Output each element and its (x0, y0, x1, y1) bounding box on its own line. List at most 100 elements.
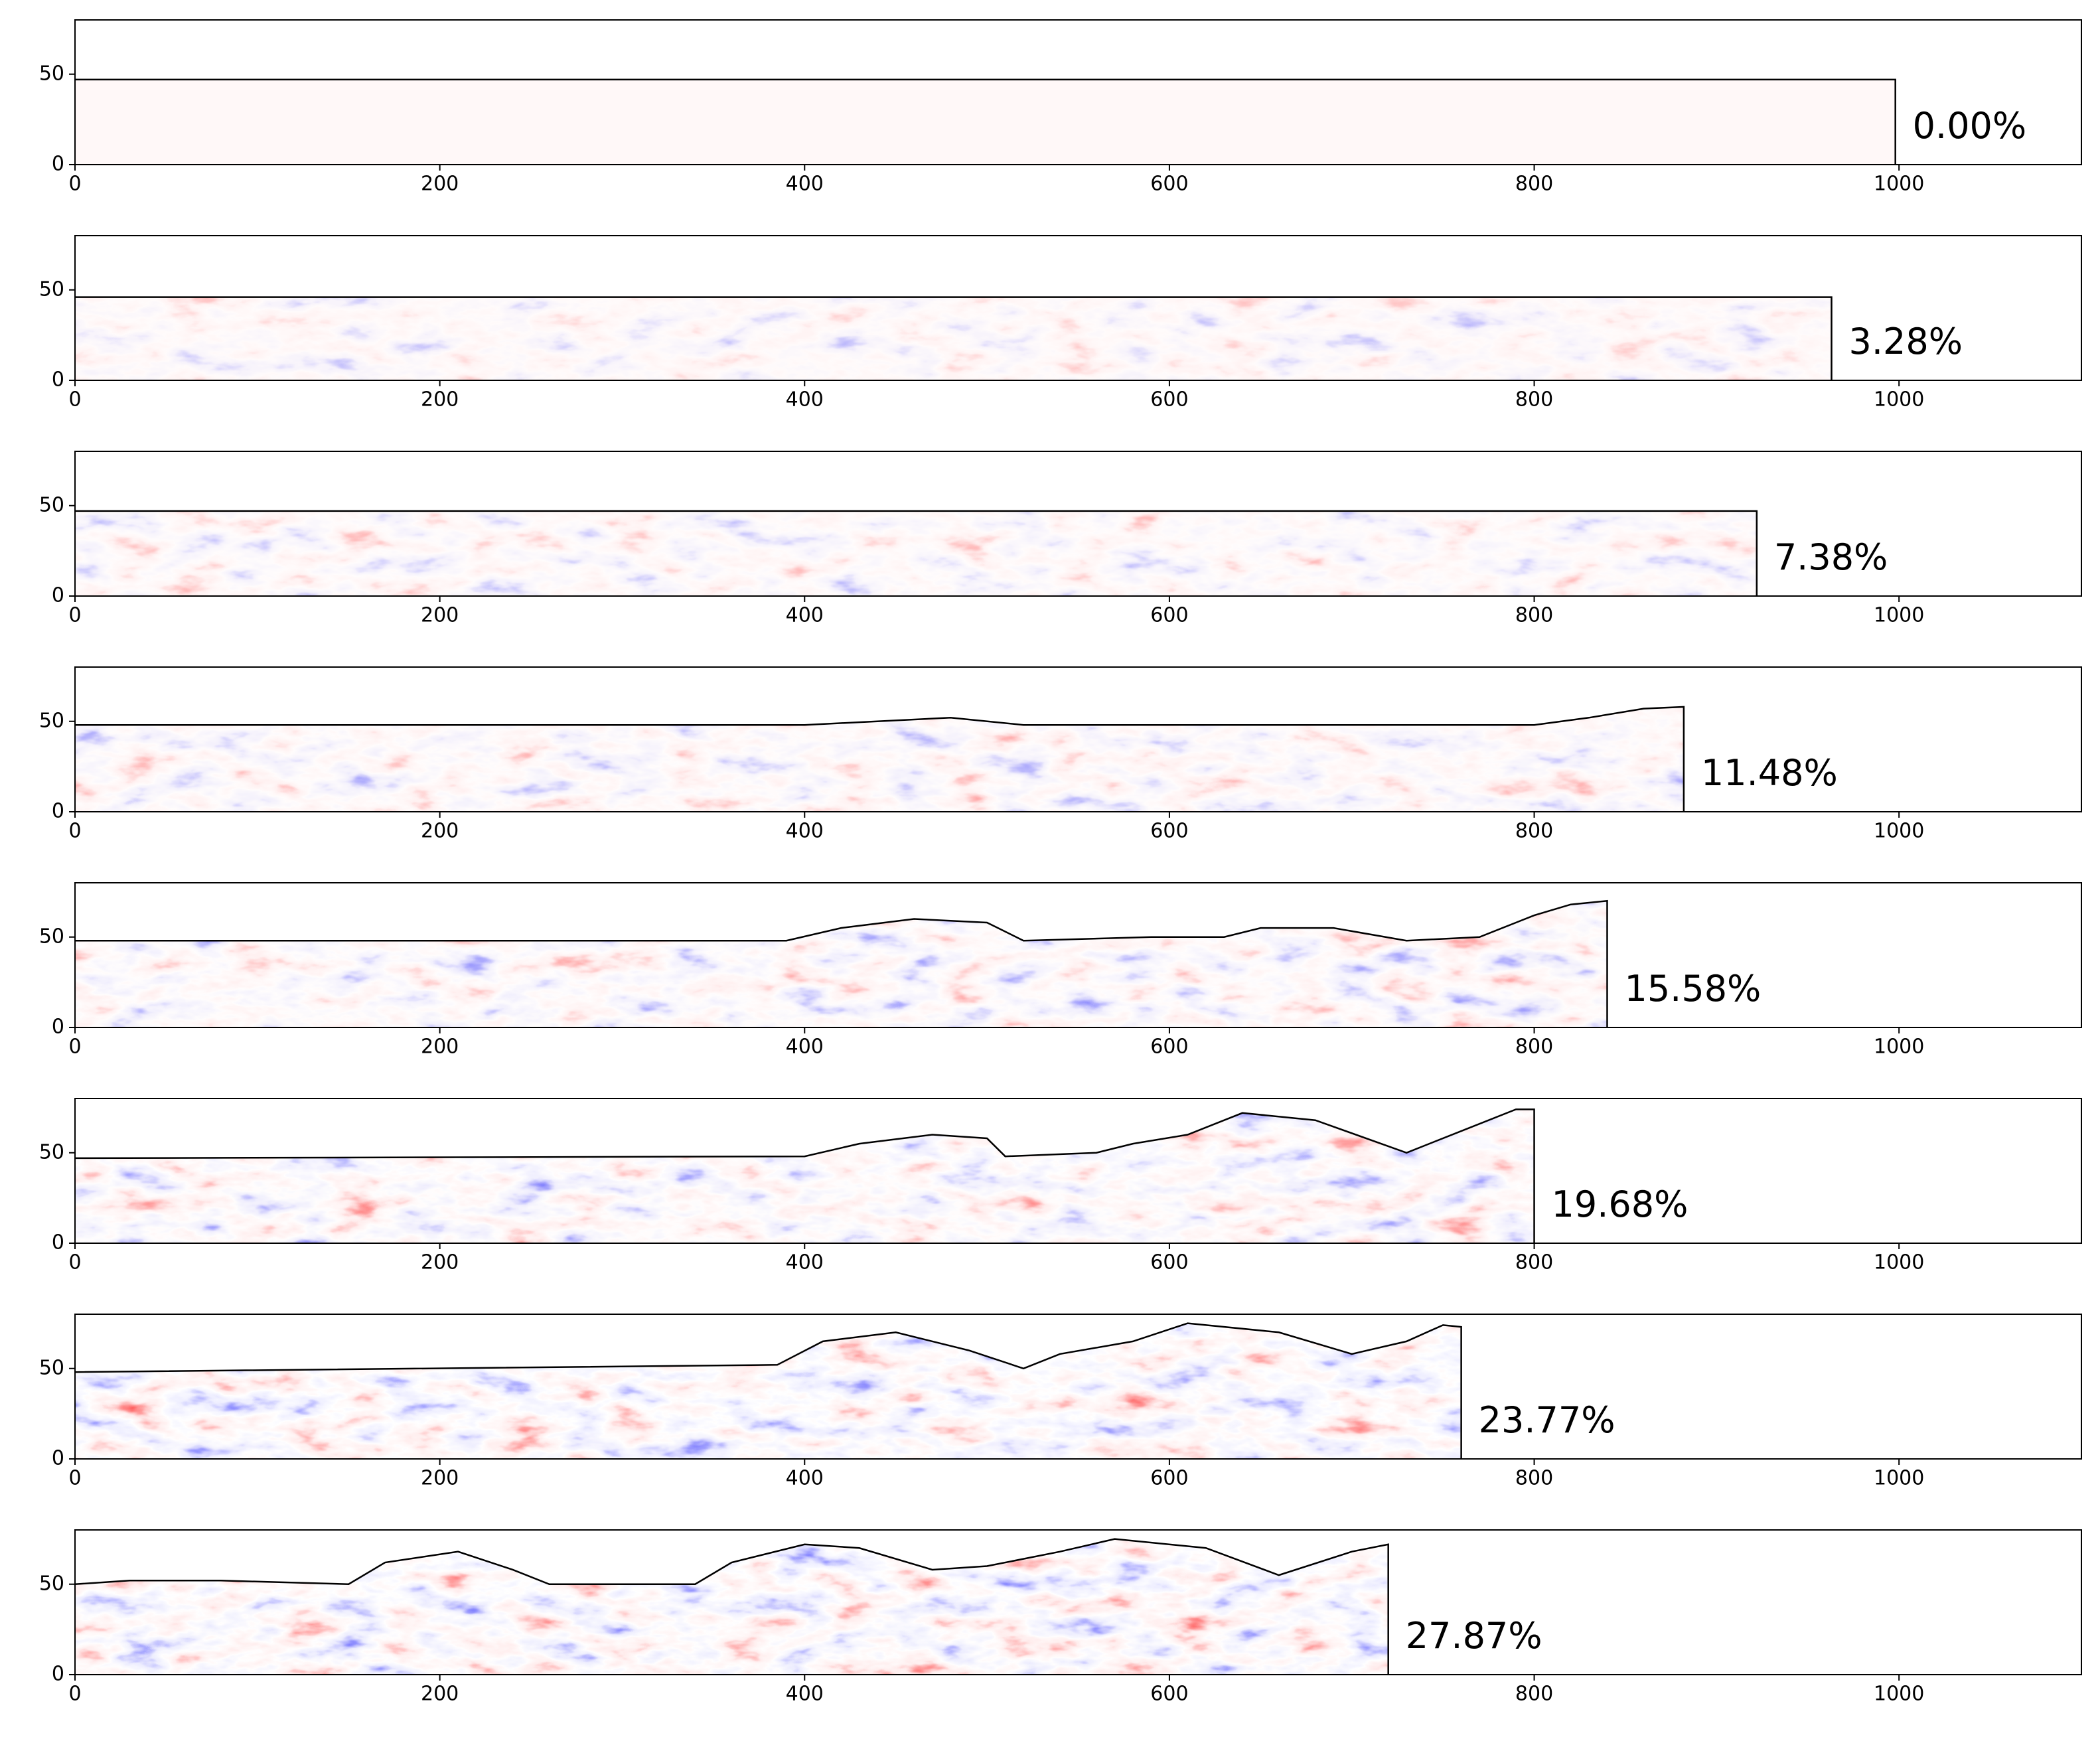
y-tick-label: 50 (39, 62, 64, 85)
annotation: 15.58% (1624, 968, 1761, 1010)
surface-line (75, 296, 1833, 380)
y-tick-label: 0 (52, 153, 64, 176)
surface-line (74, 1538, 1389, 1675)
x-tick-label: 200 (421, 1467, 459, 1490)
x-tick-label: 600 (1150, 388, 1188, 412)
x-tick-label: 600 (1150, 173, 1188, 196)
x-tick-label: 200 (421, 820, 459, 843)
field-texture (75, 297, 1832, 380)
x-tick-label: 400 (786, 1683, 824, 1706)
x-tick-label: 1000 (1874, 1467, 1924, 1490)
x-tick-label: 0 (68, 173, 81, 196)
field (75, 1323, 1462, 1459)
field (75, 79, 1896, 165)
surface-line (74, 1322, 1462, 1459)
x-tick-label: 400 (786, 388, 824, 412)
x-tick-label: 0 (68, 1683, 81, 1706)
axes-frame (74, 1314, 2082, 1460)
x-tick-label: 0 (68, 820, 81, 843)
x-tick-label: 600 (1150, 604, 1188, 627)
x-tick-label: 400 (786, 820, 824, 843)
annotation: 0.00% (1913, 105, 2027, 147)
x-tick-label: 1000 (1874, 1035, 1924, 1059)
x-tick-label: 200 (421, 604, 459, 627)
annotation: 23.77% (1479, 1399, 1615, 1441)
field-texture (75, 510, 1757, 596)
field-texture (75, 1109, 1535, 1243)
x-tick-label: 600 (1150, 1683, 1188, 1706)
x-tick-label: 800 (1515, 173, 1553, 196)
y-tick-label: 50 (39, 1572, 64, 1595)
surface-line (75, 899, 1608, 1027)
field (75, 297, 1832, 380)
y-tick-label: 50 (39, 493, 64, 516)
axes-frame (74, 235, 2082, 381)
x-tick-label: 800 (1515, 1035, 1553, 1059)
x-tick-label: 1000 (1874, 820, 1924, 843)
annotation: 7.38% (1774, 536, 1888, 578)
x-tick-label: 1000 (1874, 173, 1924, 196)
y-tick-label: 0 (52, 1231, 64, 1254)
surface-line (75, 510, 1758, 596)
x-tick-label: 200 (421, 173, 459, 196)
x-tick-label: 0 (68, 604, 81, 627)
surface-line (75, 706, 1685, 812)
y-tick-label: 0 (52, 584, 64, 607)
field (75, 1539, 1388, 1675)
y-tick-label: 50 (39, 277, 64, 301)
x-tick-label: 200 (421, 388, 459, 412)
annotation: 3.28% (1848, 321, 1963, 362)
annotation: 27.87% (1406, 1615, 1542, 1657)
x-tick-label: 0 (68, 388, 81, 412)
field-texture (75, 1323, 1462, 1459)
x-tick-label: 800 (1515, 1467, 1553, 1490)
x-tick-label: 200 (421, 1683, 459, 1706)
x-tick-label: 1000 (1874, 1683, 1924, 1706)
x-tick-label: 200 (421, 1251, 459, 1274)
x-tick-label: 400 (786, 1467, 824, 1490)
field (75, 901, 1608, 1027)
axes-frame (74, 19, 2082, 165)
field-base (75, 79, 1896, 165)
x-tick-label: 400 (786, 1035, 824, 1059)
y-tick-label: 0 (52, 368, 64, 392)
x-tick-label: 600 (1150, 1467, 1188, 1490)
y-tick-label: 50 (39, 1356, 64, 1379)
field (75, 1109, 1535, 1243)
surface-line (75, 78, 1896, 165)
x-tick-label: 400 (786, 173, 824, 196)
x-tick-label: 400 (786, 604, 824, 627)
y-tick-label: 0 (52, 1447, 64, 1470)
x-tick-label: 600 (1150, 1251, 1188, 1274)
axes-frame (74, 451, 2082, 597)
x-tick-label: 200 (421, 1035, 459, 1059)
y-tick-label: 50 (39, 709, 64, 732)
x-tick-label: 800 (1515, 1683, 1553, 1706)
x-tick-label: 1000 (1874, 604, 1924, 627)
y-tick-label: 0 (52, 1663, 64, 1686)
x-tick-label: 800 (1515, 820, 1553, 843)
x-tick-label: 800 (1515, 388, 1553, 412)
x-tick-label: 0 (68, 1467, 81, 1490)
field (75, 510, 1757, 596)
surface-line (74, 1108, 1535, 1243)
axes-frame (74, 666, 2082, 812)
field-texture (75, 1539, 1388, 1675)
x-tick-label: 400 (786, 1251, 824, 1274)
axes-frame (74, 882, 2082, 1028)
x-tick-label: 0 (68, 1035, 81, 1059)
x-tick-label: 1000 (1874, 388, 1924, 412)
x-tick-label: 1000 (1874, 1251, 1924, 1274)
annotation: 11.48% (1701, 752, 1838, 794)
x-tick-label: 800 (1515, 1251, 1553, 1274)
annotation: 19.68% (1552, 1183, 1688, 1225)
x-tick-label: 0 (68, 1251, 81, 1274)
field-texture (75, 901, 1608, 1027)
y-tick-label: 50 (39, 1140, 64, 1164)
x-tick-label: 600 (1150, 1035, 1188, 1059)
x-tick-label: 600 (1150, 820, 1188, 843)
y-tick-label: 50 (39, 925, 64, 948)
y-tick-label: 0 (52, 800, 64, 823)
axes-frame (74, 1529, 2082, 1675)
